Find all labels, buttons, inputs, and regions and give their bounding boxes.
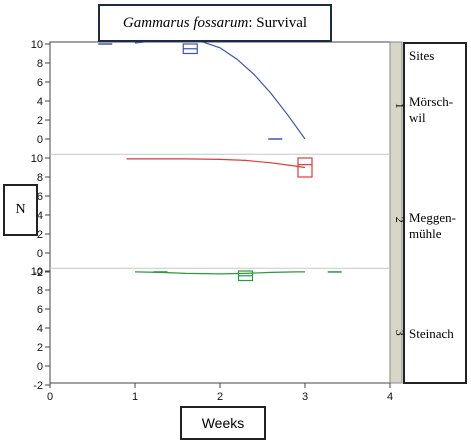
site-legend: Sites Mörsch- wil Meggen- mühle Steinach — [403, 42, 467, 384]
y-tick-label: -2 — [33, 267, 43, 279]
legend-item-morschwil: Mörsch- wil — [409, 94, 454, 125]
y-tick-label: 8 — [37, 285, 43, 297]
panel-strip-label-2: 2 — [393, 217, 407, 223]
y-axis-label: N — [3, 184, 38, 236]
y-tick-label: 0 — [37, 248, 43, 260]
y-tick-label: 10 — [31, 153, 43, 165]
panel-strip — [389, 41, 403, 384]
y-tick-label: 6 — [37, 77, 43, 89]
panel-strip-label-3: 3 — [393, 330, 407, 336]
y-tick-label: 6 — [37, 191, 43, 203]
y-tick-label: 10 — [31, 266, 43, 278]
chart-title-suffix: : Survival — [248, 14, 308, 31]
chart-title: Gammarus fossarum: Survival — [98, 4, 332, 42]
plot-frame — [49, 41, 391, 384]
x-tick-label: 1 — [132, 391, 138, 403]
y-tick-label: 0 — [37, 134, 43, 146]
legend-item-meggenmuhle: Meggen- mühle — [409, 210, 456, 241]
y-tick-label: 10 — [31, 39, 43, 51]
series-line-2 — [126, 158, 306, 169]
x-tick-label: 4 — [387, 391, 393, 403]
y-tick-label: 4 — [37, 96, 43, 108]
y-tick-label: 4 — [37, 323, 43, 335]
legend-title: Sites — [409, 48, 435, 63]
y-tick-label: 6 — [37, 304, 43, 316]
x-axis-label: Weeks — [180, 406, 266, 440]
x-tick-label: 0 — [47, 391, 53, 403]
y-tick-label: 2 — [37, 342, 43, 354]
y-tick-label: 2 — [37, 229, 43, 241]
x-tick-label: 2 — [217, 391, 223, 403]
chart-title-species: Gammarus fossarum — [122, 14, 249, 31]
y-tick-label: 4 — [37, 210, 43, 222]
y-tick-label: 8 — [37, 58, 43, 70]
legend-item-steinach: Steinach — [409, 326, 454, 341]
y-tick-label: 2 — [37, 115, 43, 127]
y-tick-label: -2 — [33, 380, 43, 392]
panel-strip-label-1: 1 — [393, 103, 407, 109]
x-tick-label: 3 — [302, 391, 308, 403]
series-box-2 — [297, 157, 313, 178]
y-tick-label: 0 — [37, 361, 43, 373]
y-tick-label: 8 — [37, 172, 43, 184]
